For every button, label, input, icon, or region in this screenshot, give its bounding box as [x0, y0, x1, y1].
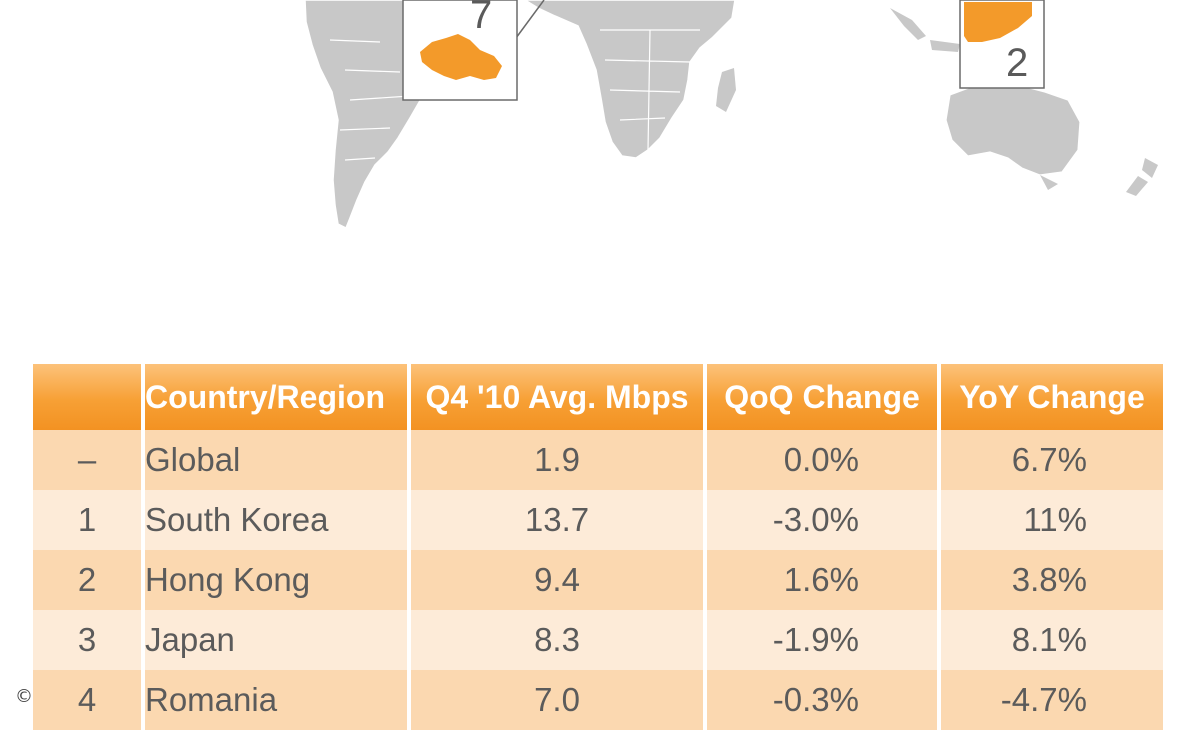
qoq-cell: -0.3% [707, 670, 941, 730]
mbps-cell: 9.4 [411, 550, 707, 610]
table-row: 2 Hong Kong 9.4 1.6% 3.8% [33, 550, 1163, 610]
rank-cell: 1 [33, 490, 145, 550]
country-cell: South Korea [145, 490, 411, 550]
yoy-cell: 6.7% [941, 430, 1163, 490]
table-row: – Global 1.9 0.0% 6.7% [33, 430, 1163, 490]
yoy-cell: 8.1% [941, 610, 1163, 670]
mbps-cell: 8.3 [411, 610, 707, 670]
table-row: 1 South Korea 13.7 -3.0% 11% [33, 490, 1163, 550]
yoy-cell: 11% [941, 490, 1163, 550]
qoq-cell: -3.0% [707, 490, 941, 550]
hong-kong-rank: 2 [1006, 41, 1028, 85]
connection-speed-table: Country/Region Q4 '10 Avg. Mbps QoQ Chan… [33, 364, 1163, 730]
qoq-cell: -1.9% [707, 610, 941, 670]
mbps-cell: 7.0 [411, 670, 707, 730]
new-zealand-landmass [1126, 158, 1158, 196]
africa-landmass [523, 0, 736, 159]
country-column-header: Country/Region [145, 364, 411, 430]
yoy-cell: 3.8% [941, 550, 1163, 610]
mbps-cell: 13.7 [411, 490, 707, 550]
rank-cell: 2 [33, 550, 145, 610]
czech-republic-highlight [420, 34, 502, 80]
country-cell: Japan [145, 610, 411, 670]
qoq-cell: 0.0% [707, 430, 941, 490]
rank-cell: – [33, 430, 145, 490]
yoy-column-header: YoY Change [941, 364, 1163, 430]
copyright-icon: © [15, 686, 33, 707]
qoq-column-header: QoQ Change [707, 364, 941, 430]
world-map: 7 2 [304, 0, 1158, 230]
rank-column-header [33, 364, 145, 430]
czech-republic-rank: 7 [470, 0, 492, 37]
country-cell: Global [145, 430, 411, 490]
hong-kong-highlight [964, 2, 1032, 42]
country-cell: Hong Kong [145, 550, 411, 610]
table-header-row: Country/Region Q4 '10 Avg. Mbps QoQ Chan… [33, 364, 1163, 430]
rank-cell: 3 [33, 610, 145, 670]
qoq-cell: 1.6% [707, 550, 941, 610]
australia-landmass [945, 81, 1081, 176]
yoy-cell: -4.7% [941, 670, 1163, 730]
table-row: 3 Japan 8.3 -1.9% 8.1% [33, 610, 1163, 670]
rank-cell: 4 [33, 670, 145, 730]
madagascar-landmass [716, 68, 736, 112]
mbps-cell: 1.9 [411, 430, 707, 490]
country-cell: Romania [145, 670, 411, 730]
mbps-column-header: Q4 '10 Avg. Mbps [411, 364, 707, 430]
table-row: 4 Romania 7.0 -0.3% -4.7% [33, 670, 1163, 730]
